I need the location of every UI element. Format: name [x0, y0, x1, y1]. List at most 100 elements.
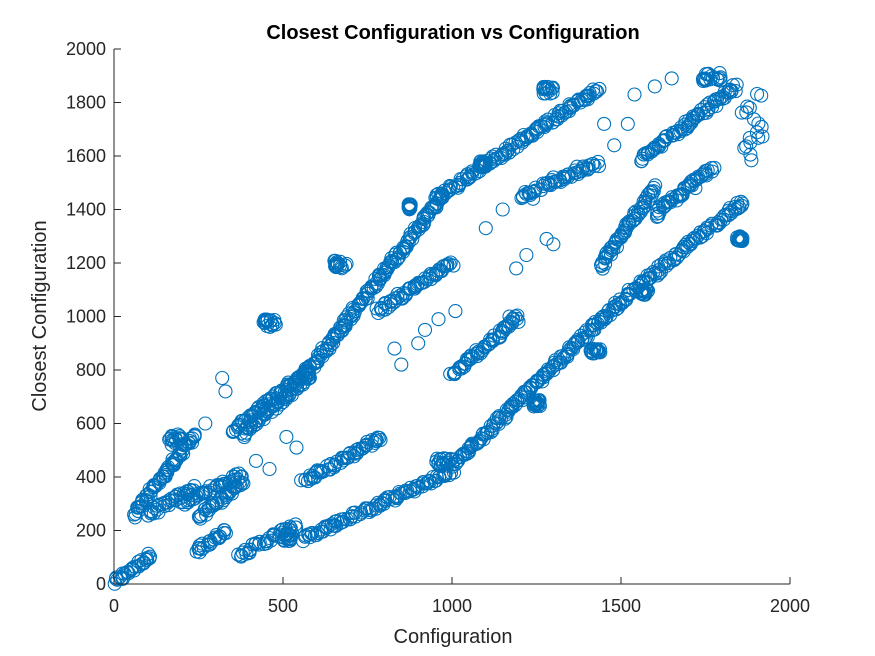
scatter-point — [570, 159, 585, 174]
scatter-point — [473, 157, 489, 173]
scatter-point — [707, 160, 722, 175]
scatter-point — [165, 429, 180, 444]
scatter-point — [256, 412, 271, 427]
scatter-point — [304, 526, 319, 541]
scatter-point — [326, 335, 341, 350]
scatter-point — [546, 170, 561, 185]
scatter-point — [443, 255, 458, 270]
scatter-point — [673, 189, 688, 204]
scatter-point — [360, 283, 375, 298]
scatter-point — [592, 342, 608, 357]
scatter-point — [597, 116, 612, 131]
scatter-point — [586, 86, 601, 101]
scatter-point — [502, 309, 517, 324]
scatter-point — [330, 257, 345, 272]
scatter-point — [263, 313, 278, 328]
scatter-point — [279, 429, 294, 444]
scatter-point — [429, 454, 444, 469]
scatter-point — [613, 228, 628, 243]
scatter-point — [531, 393, 547, 408]
y-tick-label: 1600 — [66, 146, 106, 166]
scatter-point — [444, 452, 459, 467]
scatter-point — [709, 71, 725, 86]
scatter-point — [664, 190, 680, 205]
scatter-point — [478, 221, 493, 236]
scatter-point — [394, 357, 409, 372]
scatter-point — [280, 529, 295, 544]
scatter-point — [587, 158, 602, 173]
scatter-point — [664, 71, 679, 86]
scatter-point — [436, 456, 451, 471]
scatter-point — [436, 451, 452, 466]
y-axis-label: Closest Configuration — [29, 220, 51, 411]
y-tick-label: 600 — [76, 414, 106, 434]
scatter-point — [187, 427, 202, 442]
scatter-point — [635, 284, 650, 299]
scatter-point — [367, 433, 383, 448]
y-tick-label: 1000 — [66, 307, 106, 327]
scatter-point — [536, 80, 551, 95]
scatter-point — [554, 108, 569, 123]
x-tick-label: 2000 — [770, 596, 810, 616]
scatter-point — [634, 286, 649, 301]
x-tick-label: 1000 — [432, 596, 472, 616]
y-tick-label: 400 — [76, 467, 106, 487]
scatter-point — [373, 432, 388, 448]
y-tick-label: 0 — [96, 574, 106, 594]
scatter-point — [751, 130, 766, 145]
scatter-point — [354, 442, 369, 457]
scatter-point — [369, 501, 384, 516]
scatter-point — [620, 116, 635, 131]
scatter-point — [218, 384, 233, 399]
scatter-point — [732, 233, 747, 248]
scatter-point — [647, 79, 662, 94]
scatter-point — [654, 257, 669, 272]
scatter-point — [667, 253, 682, 268]
scatter-point — [234, 475, 249, 490]
scatter-point — [455, 172, 470, 187]
scatter-point — [442, 178, 457, 193]
scatter-point — [198, 416, 213, 431]
scatter-point — [607, 138, 622, 153]
scatter-point — [699, 226, 714, 241]
data-points — [107, 66, 770, 591]
scatter-point — [700, 67, 715, 82]
scatter-point — [744, 153, 759, 168]
scatter-point — [586, 346, 601, 361]
scatter-point — [469, 343, 484, 358]
scatter-point — [743, 135, 758, 150]
scatter-point — [298, 472, 313, 487]
scatter-point — [417, 322, 433, 337]
scatter-point — [327, 253, 342, 268]
scatter-point — [734, 105, 749, 120]
scatter-point — [248, 453, 264, 468]
scatter-point — [262, 461, 277, 477]
scatter-point — [267, 315, 282, 331]
scatter-point — [330, 327, 345, 343]
scatter-point — [733, 194, 749, 209]
scatter-point — [446, 258, 461, 273]
scatter-point — [422, 269, 437, 284]
scatter-point — [751, 116, 766, 131]
scatter-point — [585, 157, 600, 172]
scatter-point — [716, 208, 732, 223]
scatter-point — [511, 133, 526, 148]
scatter-point — [730, 201, 745, 216]
scatter-point — [329, 259, 344, 274]
scatter-point — [612, 292, 628, 307]
scatter-point — [256, 315, 271, 330]
scatter-point — [368, 271, 383, 287]
scatter-point — [142, 549, 158, 564]
scatter-point — [754, 119, 769, 134]
x-axis-label: Configuration — [394, 626, 513, 648]
scatter-point — [627, 87, 642, 102]
scatter-point — [249, 417, 264, 432]
scatter-point — [526, 191, 541, 206]
scatter-point — [334, 261, 349, 276]
scatter-point — [685, 233, 700, 248]
scatter-point — [646, 180, 661, 195]
scatter-point — [700, 221, 715, 237]
scatter-point — [509, 261, 524, 276]
